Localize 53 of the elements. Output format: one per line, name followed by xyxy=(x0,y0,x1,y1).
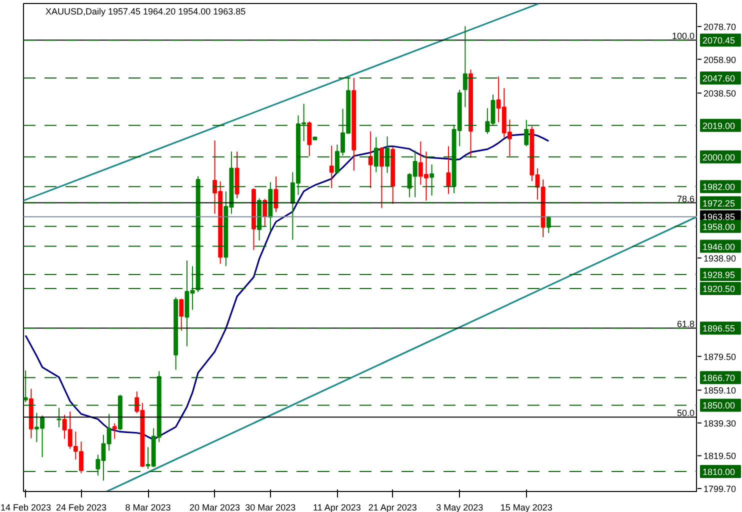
annotation: 100.0 xyxy=(672,31,695,42)
ref-line-label: 2047.60 xyxy=(702,74,736,84)
x-tick-label: 8 Mar 2023 xyxy=(125,502,171,512)
x-tick-label: 15 May 2023 xyxy=(500,502,552,512)
y-tick-label: 2078.70 xyxy=(704,22,736,32)
annotation: 78.6 xyxy=(676,194,695,204)
x-tick-label: 30 Mar 2023 xyxy=(245,502,296,512)
ref-line-label: 1958.00 xyxy=(702,222,736,232)
ref-line-label: 1928.95 xyxy=(702,270,736,280)
x-tick-label: 24 Feb 2023 xyxy=(56,502,107,512)
ref-line-label: 1963.85 xyxy=(702,212,736,222)
y-tick-label: 1819.50 xyxy=(704,451,736,462)
candlestick xyxy=(379,146,384,209)
candlestick xyxy=(546,216,551,234)
y-tick-label: 1859.10 xyxy=(704,386,736,396)
candlestick xyxy=(524,119,529,147)
ref-line-label: 1850.00 xyxy=(702,400,736,411)
candlestick xyxy=(462,26,468,108)
y-tick-label: 1839.30 xyxy=(704,418,736,428)
y-tick-label: 1799.70 xyxy=(704,484,736,494)
annotation: 50.0 xyxy=(676,408,695,418)
ref-line-label: 1946.00 xyxy=(702,242,736,252)
ref-line-label: 1810.00 xyxy=(702,466,736,477)
ref-line-label: 2000.00 xyxy=(702,152,736,162)
ref-line-label: 1972.25 xyxy=(702,198,736,208)
candlestick xyxy=(112,422,117,440)
candlestick xyxy=(329,145,334,189)
candlestick xyxy=(374,136,378,173)
ref-line-label: 1866.70 xyxy=(702,373,736,384)
x-tick-label: 11 Apr 2023 xyxy=(313,502,361,512)
candlestick xyxy=(430,164,434,196)
chart-title: XAUUSD,Daily 1957.45 1964.20 1954.00 1963.85 xyxy=(46,6,246,16)
annotation: 61.8 xyxy=(676,319,695,330)
x-tick-label: 3 May 2023 xyxy=(436,502,484,512)
ref-line-label: 1920.50 xyxy=(702,284,736,294)
y-tick-label: 1938.90 xyxy=(704,254,736,264)
ref-line-label: 2019.00 xyxy=(702,120,736,131)
ref-line-label: 1896.55 xyxy=(702,324,736,334)
ref-line-label: 2070.45 xyxy=(702,36,736,46)
x-tick-label: 14 Feb 2023 xyxy=(0,502,52,512)
candlestick xyxy=(56,407,62,428)
ref-line-label: 1982.00 xyxy=(702,182,736,192)
y-tick-label: 2038.50 xyxy=(704,88,736,99)
y-tick-label: 1879.50 xyxy=(704,352,736,362)
candlestick xyxy=(262,198,268,228)
x-tick-label: 20 Mar 2023 xyxy=(190,502,240,512)
candlestick xyxy=(368,131,373,189)
candlestick xyxy=(385,136,390,174)
y-tick-label: 2058.90 xyxy=(704,54,736,65)
candlestick xyxy=(307,121,312,157)
candlestick xyxy=(179,298,184,332)
candlestick xyxy=(24,370,28,403)
x-tick-label: 21 Apr 2023 xyxy=(368,502,417,512)
